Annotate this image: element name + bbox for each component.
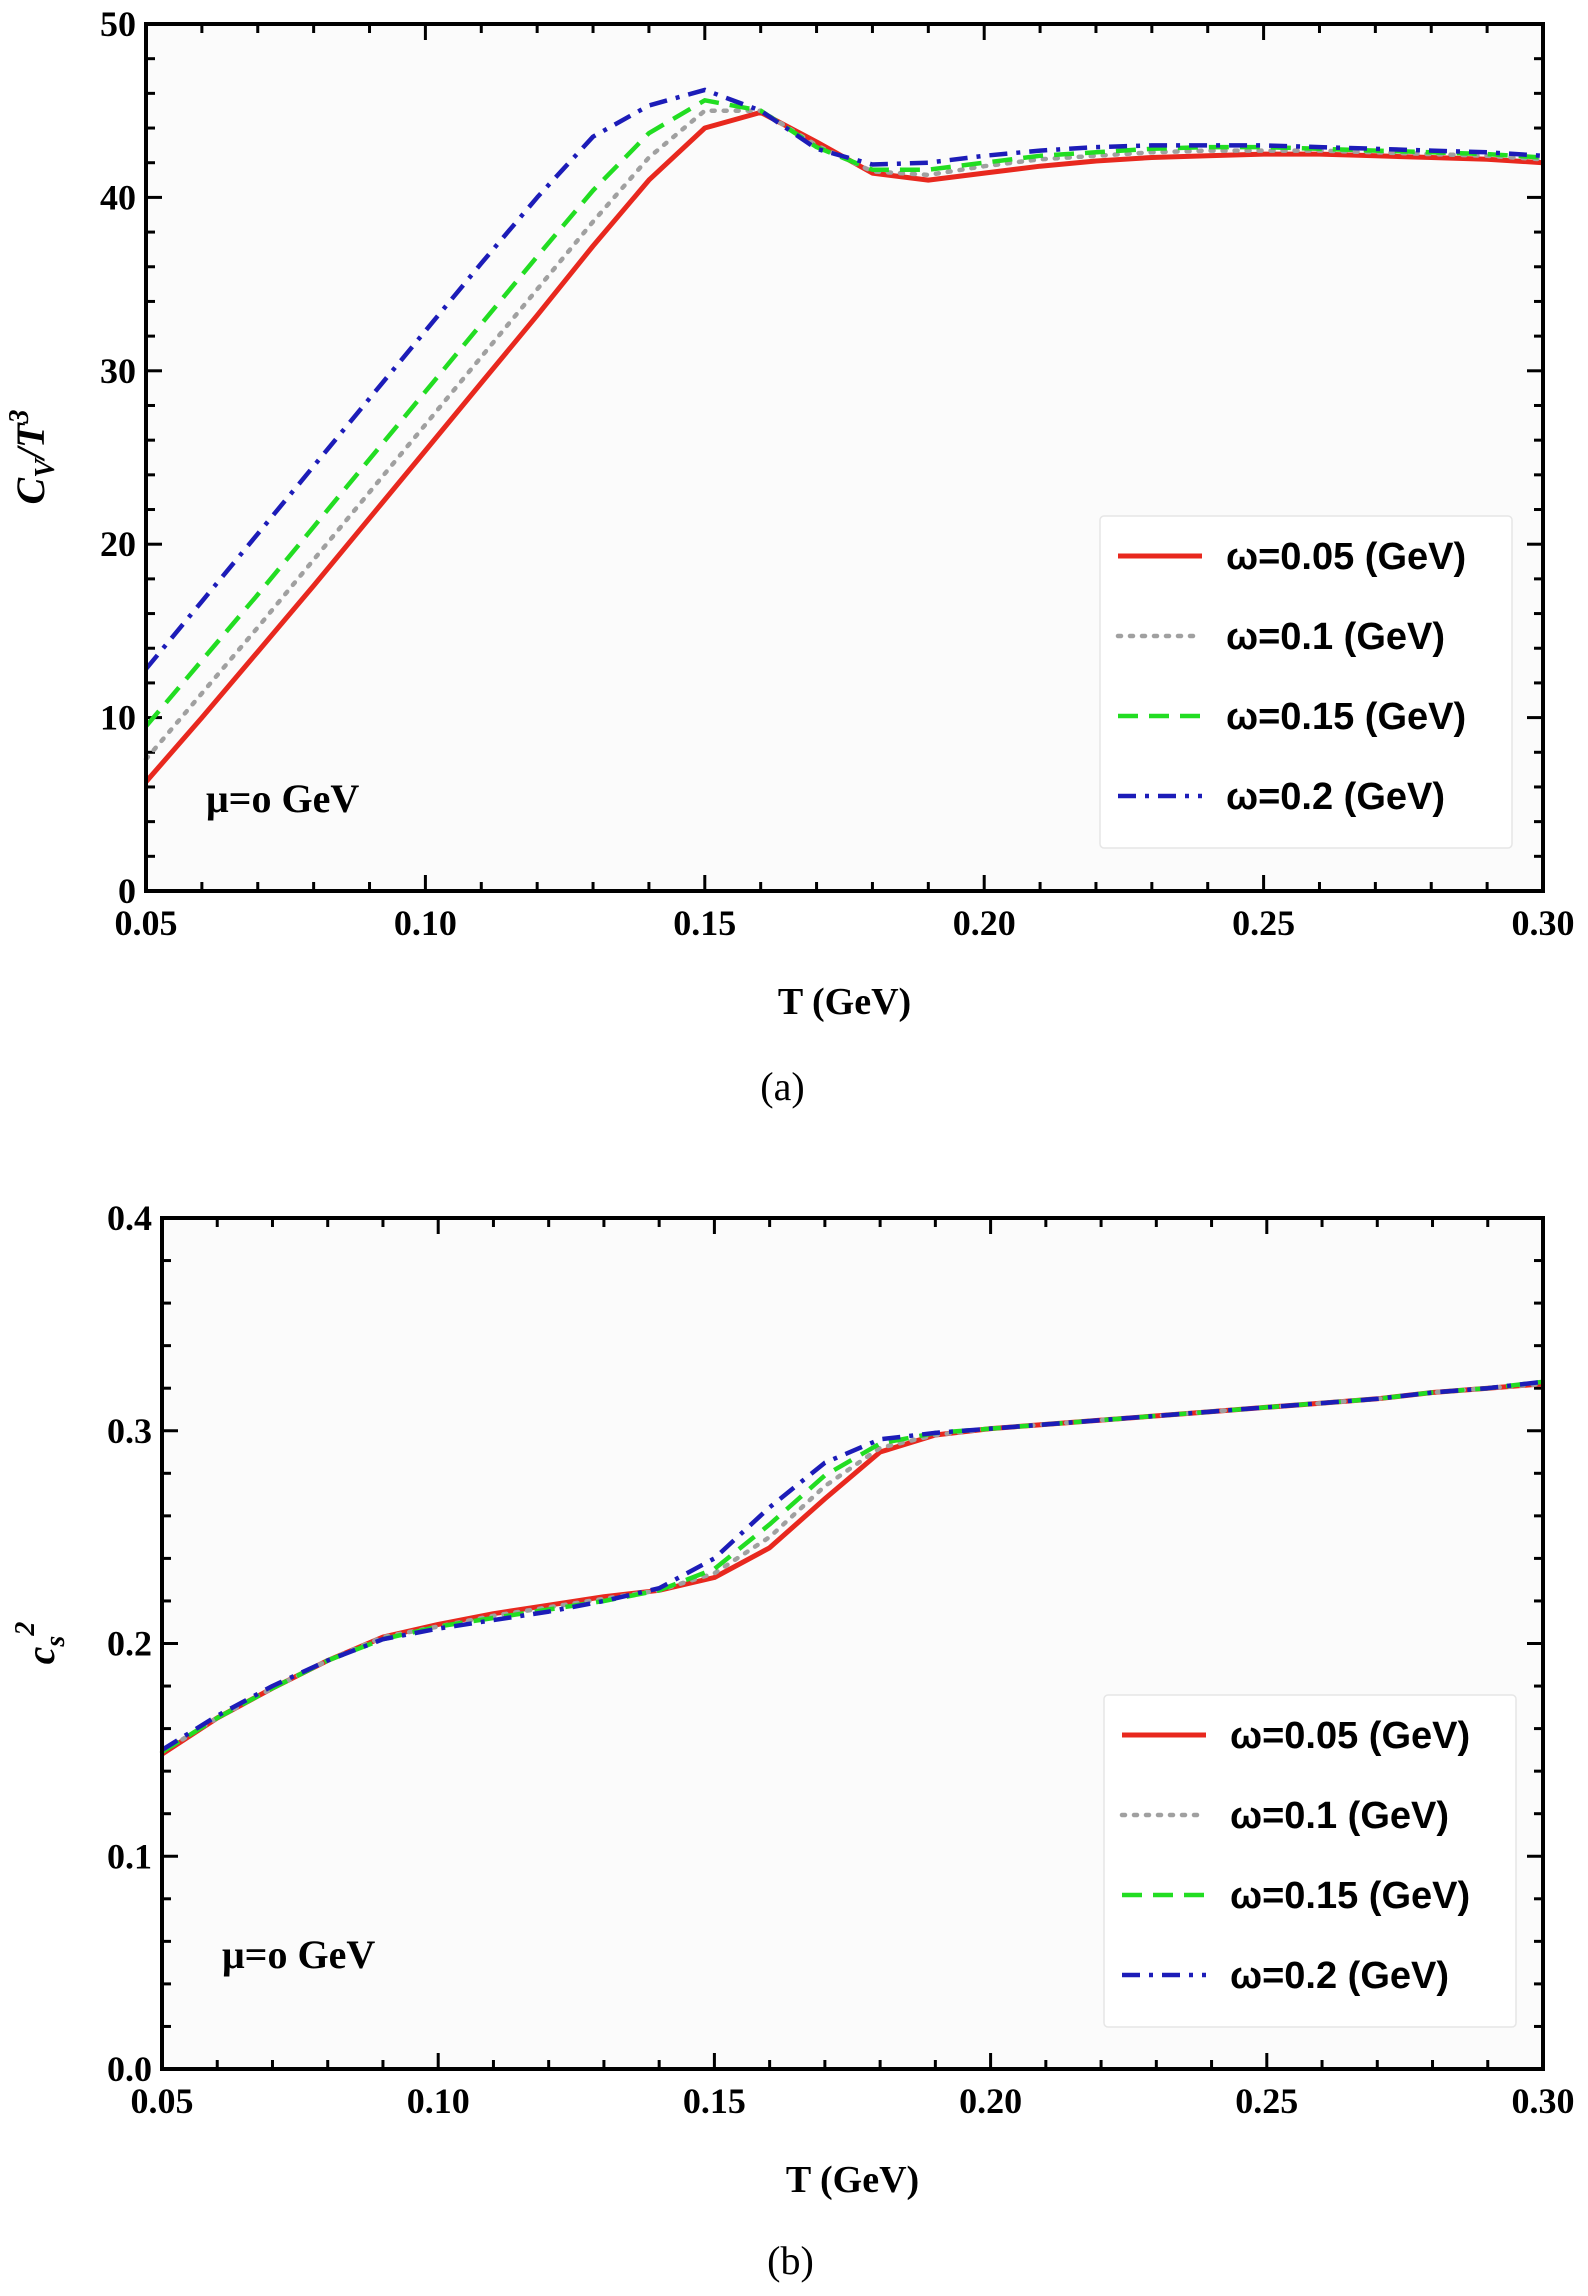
legend-label-2: ω=0.1 (GeV) bbox=[1226, 616, 1445, 658]
legend: ω=0.05 (GeV) ω=0.1 (GeV) ω=0.15 (GeV) ω=0.2… bbox=[1099, 515, 1513, 849]
x-tick-label: 0.05 bbox=[131, 2081, 194, 2121]
annotation-mu: μ=o GeV bbox=[206, 776, 359, 821]
chart-panel-a: 0.05 0.10 0.15 0.20 0.25 0.30 0 10 20 30 40 50 T (Ge… bbox=[4, 4, 1575, 1109]
y-axis-label: CV/T3 bbox=[4, 410, 61, 505]
y-tick-label: 0.3 bbox=[107, 1411, 152, 1451]
series-line-4 bbox=[160, 1379, 1544, 1752]
x-tick-label: 0.30 bbox=[1512, 903, 1575, 943]
x-tick-label: 0.15 bbox=[683, 2081, 746, 2121]
x-tick-label: 0.30 bbox=[1512, 2081, 1575, 2121]
x-tick-label: 0.15 bbox=[673, 903, 736, 943]
y-tick-label: 50 bbox=[100, 4, 136, 44]
plot-frame bbox=[144, 22, 1545, 893]
legend-box bbox=[1099, 515, 1513, 849]
y-tick-label: 0.1 bbox=[107, 1836, 152, 1876]
legend-label-3: ω=0.15 (GeV) bbox=[1226, 696, 1466, 738]
plot-frame bbox=[160, 1216, 1545, 2071]
series-line-4 bbox=[144, 87, 1544, 671]
y-tick-label: 20 bbox=[100, 524, 136, 564]
x-tick-label: 0.10 bbox=[394, 903, 457, 943]
panel-caption: (a) bbox=[760, 1064, 804, 1109]
y-tick-label: 0 bbox=[118, 871, 136, 911]
panel-caption: (b) bbox=[767, 2238, 814, 2283]
y-tick-label: 0.0 bbox=[107, 2049, 152, 2089]
x-tick-label: 0.10 bbox=[407, 2081, 470, 2121]
x-tick-label: 0.20 bbox=[959, 2081, 1022, 2121]
legend: ω=0.05 (GeV) ω=0.1 (GeV) ω=0.15 (GeV) ω=0.2… bbox=[1103, 1694, 1517, 2028]
x-axis-label: T (GeV) bbox=[786, 2159, 919, 2201]
y-tick-label: 30 bbox=[100, 351, 136, 391]
y-tick-label: 10 bbox=[100, 698, 136, 738]
y-axis-label: cs2 bbox=[10, 1622, 71, 1665]
legend-label-1: ω=0.05 (GeV) bbox=[1226, 536, 1466, 578]
legend-label-4: ω=0.2 (GeV) bbox=[1230, 1955, 1449, 1997]
y-tick-label: 0.2 bbox=[107, 1624, 152, 1664]
x-tick-label: 0.05 bbox=[115, 903, 178, 943]
y-tick-label: 0.4 bbox=[107, 1198, 152, 1238]
legend-label-3: ω=0.15 (GeV) bbox=[1230, 1875, 1470, 1917]
y-tick-label: 40 bbox=[100, 177, 136, 217]
legend-label-4: ω=0.2 (GeV) bbox=[1226, 776, 1445, 818]
x-tick-label: 0.20 bbox=[953, 903, 1016, 943]
legend-label-2: ω=0.1 (GeV) bbox=[1230, 1795, 1449, 1837]
x-axis-label: T (GeV) bbox=[778, 981, 911, 1023]
legend-box bbox=[1103, 1694, 1517, 2028]
annotation-mu: μ=o GeV bbox=[222, 1932, 375, 1977]
x-tick-label: 0.25 bbox=[1232, 903, 1295, 943]
legend-label-1: ω=0.05 (GeV) bbox=[1230, 1715, 1470, 1757]
x-tick-label: 0.25 bbox=[1235, 2081, 1298, 2121]
chart-panel-b: 0.05 0.10 0.15 0.20 0.25 0.30 0.0 0.1 0.2 0.3 0.4 T… bbox=[10, 1198, 1575, 2283]
